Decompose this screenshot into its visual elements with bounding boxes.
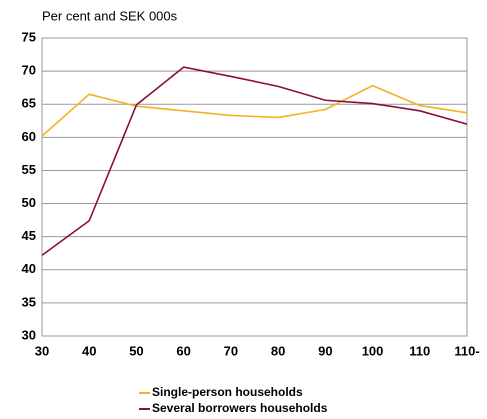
series-line: [41, 66, 468, 256]
x-tick-label: 100: [362, 343, 384, 358]
x-tick-label: 60: [176, 343, 190, 358]
y-tick-label: 75: [22, 29, 36, 44]
y-tick-label: 30: [22, 327, 36, 342]
y-tick-label: 55: [22, 162, 36, 177]
y-tick-label: 35: [22, 294, 36, 309]
legend-label: Single-person households: [152, 385, 303, 399]
y-tick-label: 45: [22, 228, 36, 243]
y-tick-label: 40: [22, 261, 36, 276]
plot-frame: [41, 37, 468, 337]
y-tick-label: 70: [22, 63, 36, 78]
x-tick-label: 70: [224, 343, 238, 358]
y-tick-label: 50: [22, 195, 36, 210]
x-tick-label: 50: [129, 343, 143, 358]
x-tick-label: 110: [409, 343, 430, 358]
x-tick-label: 80: [271, 343, 285, 358]
x-tick-label: 30: [35, 343, 49, 358]
y-tick-label: 60: [22, 129, 36, 144]
x-tick-label: 40: [82, 343, 96, 358]
x-tick-label: 90: [318, 343, 332, 358]
series-line: [41, 84, 468, 137]
y-tick-label: 65: [22, 96, 36, 111]
legend-label: Several borrowers households: [152, 401, 328, 415]
x-tick-label: 110-: [454, 343, 479, 358]
chart-subtitle: Per cent and SEK 000s: [42, 8, 178, 23]
